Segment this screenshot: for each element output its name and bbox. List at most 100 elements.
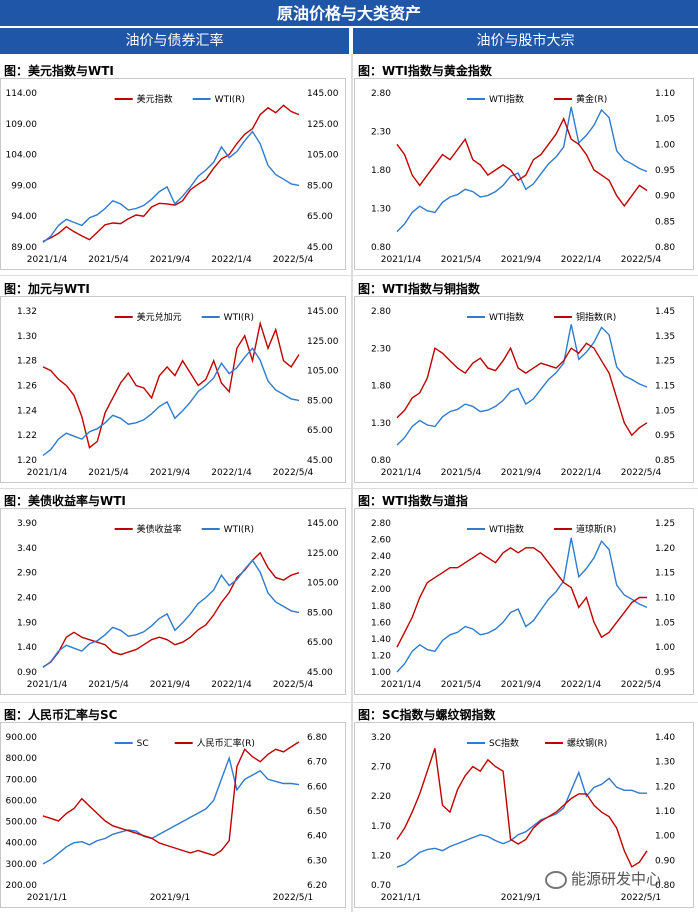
chart-title: 图：人民币汇率与SC [4, 708, 118, 722]
y-right-tick-label: 0.80 [655, 881, 675, 891]
x-tick-label: 2021/5/4 [88, 255, 129, 265]
chart-panel-cad-wti: 图：加元与WTI 1.32 1.30 1.28 1.26 1.24 1.22 1.20 145.… [0, 280, 350, 485]
chart-svg: 2.80 2.60 2.40 2.20 2.00 1.80 1.60 1.40 1.20 1.00… [371, 519, 675, 690]
x-tick-label: 2022/1/4 [561, 255, 602, 265]
x-tick-label: 2021/9/1 [501, 893, 541, 903]
y-right-tick-label: 0.95 [655, 431, 675, 441]
series-line-red [396, 342, 648, 437]
y-left-tick-label: 2.60 [371, 536, 391, 546]
y-left-tick-label: 0.80 [371, 456, 391, 466]
y-left-tick-label: 1.40 [371, 635, 391, 645]
y-left-tick-label: 300.00 [6, 860, 38, 870]
y-right-tick-label: 85.00 [307, 396, 333, 406]
row-divider [0, 702, 698, 703]
x-tick-label: 2022/5/4 [621, 468, 662, 478]
chart-frame: 3.90 3.40 2.90 2.40 1.90 1.40 0.90 145.00 125.00… [0, 508, 346, 695]
row-divider [0, 275, 698, 276]
chart-frame: 900.00 800.00 700.00 600.00 500.00 400.00 300.… [0, 722, 346, 908]
y-right-tick-label: 6.80 [307, 733, 327, 743]
y-right-tick-label: 85.00 [307, 181, 333, 191]
section-header-right: 油价与股市大宗 [353, 28, 698, 54]
x-tick-label: 2021/1/4 [381, 468, 422, 478]
y-left-tick-label: 2.40 [17, 594, 37, 604]
y-left-tick-label: 0.80 [371, 243, 391, 253]
y-right-tick-label: 125.00 [307, 549, 339, 559]
chart-panel-sc-rebar: 图：SC指数与螺纹钢指数 3.20 2.70 2.20 1.70 1.20 0.70 1.40… [354, 706, 698, 910]
chart-frame: 2.80 2.60 2.40 2.20 2.00 1.80 1.60 1.40 1.20 1.00… [354, 508, 694, 695]
y-right-tick-label: 45.00 [307, 668, 333, 678]
y-left-tick-label: 0.90 [17, 668, 37, 678]
x-tick-label: 2021/1/4 [27, 255, 68, 265]
legend-label: 人民币汇率(R) [197, 737, 255, 749]
chart-panel-usd-wti: 图：美元指数与WTI 114.00 109.00 104.00 99.00 94.00 89… [0, 62, 350, 272]
legend-label: SC [137, 739, 149, 749]
y-left-tick-label: 1.28 [17, 357, 37, 367]
series-line-blue [396, 770, 647, 868]
y-left-tick-label: 600.00 [6, 796, 38, 806]
y-right-tick-label: 6.40 [307, 832, 327, 842]
y-left-tick-label: 200.00 [6, 881, 38, 891]
y-left-tick-label: 1.80 [371, 382, 391, 392]
y-right-tick-label: 6.20 [307, 881, 327, 891]
y-right-tick-label: 6.60 [307, 782, 327, 792]
y-left-tick-label: 1.20 [17, 456, 37, 466]
chart-frame: 3.20 2.70 2.20 1.70 1.20 0.70 1.40 1.30 1.20 1.10… [354, 722, 694, 908]
y-left-tick-label: 0.70 [371, 881, 391, 891]
y-right-tick-label: 145.00 [307, 307, 339, 317]
legend-label: 美债收益率 [137, 523, 182, 535]
y-right-tick-label: 1.20 [655, 544, 675, 554]
chart-title: 图：WTI指数与道指 [358, 494, 468, 508]
y-right-tick-label: 105.00 [307, 367, 339, 377]
y-left-tick-label: 1.80 [371, 602, 391, 612]
chart-panel-cny-sc: 图：人民币汇率与SC 900.00 800.00 700.00 600.00 500.00… [0, 706, 350, 910]
x-tick-label: 2021/9/1 [150, 893, 190, 903]
y-left-tick-label: 1.20 [371, 851, 391, 861]
y-right-tick-label: 1.40 [655, 733, 675, 743]
legend-label: 美元指数 [137, 93, 173, 105]
y-right-tick-label: 6.30 [307, 856, 327, 866]
y-left-tick-label: 2.20 [371, 792, 391, 802]
series-line-blue [42, 130, 300, 243]
chart-frame: 2.80 2.30 1.80 1.30 0.80 1.45 1.35 1.25 1.15 1.05… [354, 296, 694, 483]
wechat-icon [545, 870, 567, 889]
y-right-tick-label: 1.05 [655, 618, 675, 628]
y-right-tick-label: 65.00 [307, 212, 333, 222]
x-tick-label: 2022/5/4 [621, 680, 662, 690]
chart-svg: 3.20 2.70 2.20 1.70 1.20 0.70 1.40 1.30 1.20 1.10… [371, 733, 675, 903]
series-line-blue [42, 559, 300, 669]
chart-svg: 2.80 2.30 1.80 1.30 0.80 1.10 1.05 1.00 0.95 0.90… [371, 89, 675, 265]
chart-svg: 1.32 1.30 1.28 1.26 1.24 1.22 1.20 145.00 125.00… [17, 307, 339, 478]
y-left-tick-label: 700.00 [6, 775, 38, 785]
watermark-text: 能源研发中心 [571, 870, 662, 888]
y-left-tick-label: 89.00 [11, 243, 37, 253]
x-tick-label: 2022/5/4 [273, 680, 314, 690]
y-right-tick-label: 1.20 [655, 782, 675, 792]
chart-title: 图：美元指数与WTI [4, 64, 114, 78]
x-tick-label: 2021/1/4 [381, 680, 422, 690]
x-tick-label: 2021/1/4 [27, 468, 68, 478]
y-right-tick-label: 145.00 [307, 89, 339, 99]
y-left-tick-label: 1.30 [371, 419, 391, 429]
legend-label: WTI指数 [489, 523, 524, 535]
y-left-tick-label: 3.20 [371, 733, 391, 743]
y-left-tick-label: 2.00 [371, 585, 391, 595]
y-left-tick-label: 1.24 [17, 406, 37, 416]
chart-frame: 2.80 2.30 1.80 1.30 0.80 1.10 1.05 1.00 0.95 0.90… [354, 78, 694, 270]
y-left-tick-label: 1.40 [17, 643, 37, 653]
y-left-tick-label: 400.00 [6, 839, 38, 849]
y-left-tick-label: 1.70 [371, 822, 391, 832]
x-tick-label: 2021/9/4 [150, 468, 191, 478]
chart-panel-wti-dow: 图：WTI指数与道指 2.80 2.60 2.40 2.20 2.00 1.80 1.60 1.… [354, 492, 698, 697]
y-left-tick-label: 109.00 [6, 120, 38, 130]
y-left-tick-label: 2.80 [371, 307, 391, 317]
y-right-tick-label: 0.85 [655, 217, 675, 227]
chart-title: 图：美债收益率与WTI [4, 494, 126, 508]
series-line-red [42, 320, 300, 449]
x-tick-label: 2022/1/4 [211, 680, 252, 690]
y-right-tick-label: 0.80 [655, 243, 675, 253]
y-right-tick-label: 105.00 [307, 151, 339, 161]
x-tick-label: 2021/5/4 [441, 680, 482, 690]
row-divider [0, 488, 698, 489]
legend-label: WTI(R) [224, 313, 254, 323]
x-tick-label: 2021/1/1 [27, 893, 67, 903]
